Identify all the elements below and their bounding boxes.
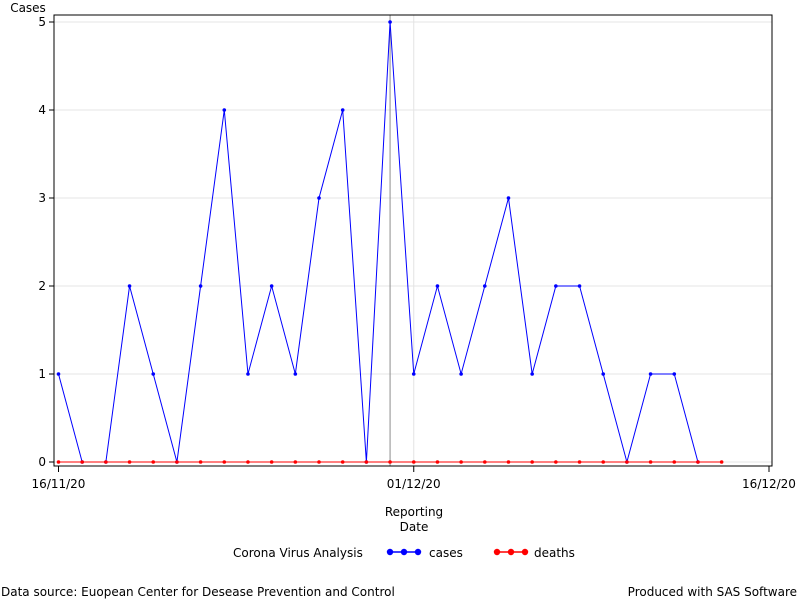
data-point-deaths [104, 460, 108, 464]
legend-swatch-deaths-marker [493, 548, 501, 556]
legend-swatch-deaths-marker [507, 548, 515, 556]
series-line-cases [58, 21, 699, 464]
data-point-cases [151, 372, 156, 376]
legend-swatch-cases-marker [400, 548, 408, 556]
plot-area-frame [53, 14, 773, 467]
data-point-cases [435, 284, 440, 288]
series-layer [56, 20, 724, 464]
legend: Corona Virus Analysis cases deaths [233, 546, 575, 560]
data-point-cases [198, 284, 203, 288]
data-point-deaths [625, 460, 629, 464]
data-point-deaths [317, 460, 321, 464]
data-point-deaths [530, 460, 534, 464]
data-source-note: Data source: Euopean Center for Desease … [1, 585, 395, 599]
data-point-cases [246, 372, 250, 376]
data-point-cases [222, 108, 227, 112]
data-point-cases [459, 372, 463, 376]
axes: 0 1 2 3 4 5 16/11/20 01/12/20 16/12/20 [32, 15, 796, 491]
data-point-deaths [672, 460, 677, 464]
data-point-deaths [340, 460, 345, 464]
data-point-deaths [696, 460, 700, 464]
data-point-deaths [151, 460, 156, 464]
data-point-cases [648, 372, 653, 376]
data-point-deaths [127, 460, 132, 464]
data-point-cases [56, 372, 61, 376]
data-point-deaths [80, 460, 84, 464]
data-point-deaths [269, 460, 274, 464]
data-point-deaths [719, 460, 724, 464]
data-point-cases [340, 108, 345, 112]
legend-label-deaths: deaths [534, 546, 575, 560]
legend-title: Corona Virus Analysis [233, 546, 363, 560]
y-tick-label: 5 [38, 15, 46, 29]
data-point-cases [530, 372, 534, 376]
legend-entry-cases: cases [386, 546, 463, 560]
data-point-deaths [388, 460, 392, 464]
data-point-deaths [364, 460, 369, 464]
y-tick-label: 3 [38, 191, 46, 205]
data-point-cases [601, 372, 606, 376]
data-point-cases [293, 372, 298, 376]
data-point-deaths [222, 460, 227, 464]
data-point-deaths [601, 460, 606, 464]
data-point-cases [506, 196, 511, 200]
data-point-deaths [483, 460, 487, 464]
x-tick-label: 01/12/20 [387, 477, 441, 491]
data-point-cases [388, 20, 392, 24]
y-tick-label: 4 [38, 103, 46, 117]
data-point-deaths [435, 460, 440, 464]
x-tick-label: 16/11/20 [32, 477, 86, 491]
data-point-cases [269, 284, 274, 288]
data-point-deaths [175, 460, 179, 464]
data-point-cases [317, 196, 321, 200]
legend-entry-deaths: deaths [493, 546, 575, 560]
data-point-deaths [648, 460, 653, 464]
y-tick-label: 0 [38, 455, 46, 469]
legend-label-cases: cases [429, 546, 463, 560]
data-point-deaths [293, 460, 298, 464]
data-point-deaths [198, 460, 203, 464]
data-point-cases [127, 284, 132, 288]
data-point-cases [483, 284, 487, 288]
legend-swatch-cases-marker [414, 548, 422, 556]
legend-swatch-cases-marker [386, 548, 394, 556]
y-tick-label: 1 [38, 367, 46, 381]
data-point-cases [411, 372, 416, 376]
data-point-deaths [506, 460, 511, 464]
data-point-deaths [246, 460, 250, 464]
data-point-cases [577, 284, 582, 288]
y-axis-label: Cases [10, 1, 46, 15]
produced-with-note: Produced with SAS Software [628, 585, 797, 599]
x-axis-label-line1: Reporting [385, 505, 443, 519]
legend-swatch-deaths-marker [521, 548, 529, 556]
x-axis-label-line2: Date [400, 520, 429, 534]
data-point-deaths [411, 460, 416, 464]
data-point-deaths [459, 460, 463, 464]
x-tick-label: 16/12/20 [742, 477, 796, 491]
data-point-cases [554, 284, 558, 288]
data-point-cases [672, 372, 677, 376]
data-point-deaths [554, 460, 558, 464]
data-point-deaths [56, 460, 61, 464]
y-tick-label: 2 [38, 279, 46, 293]
gridlines [54, 15, 772, 466]
data-point-deaths [577, 460, 582, 464]
